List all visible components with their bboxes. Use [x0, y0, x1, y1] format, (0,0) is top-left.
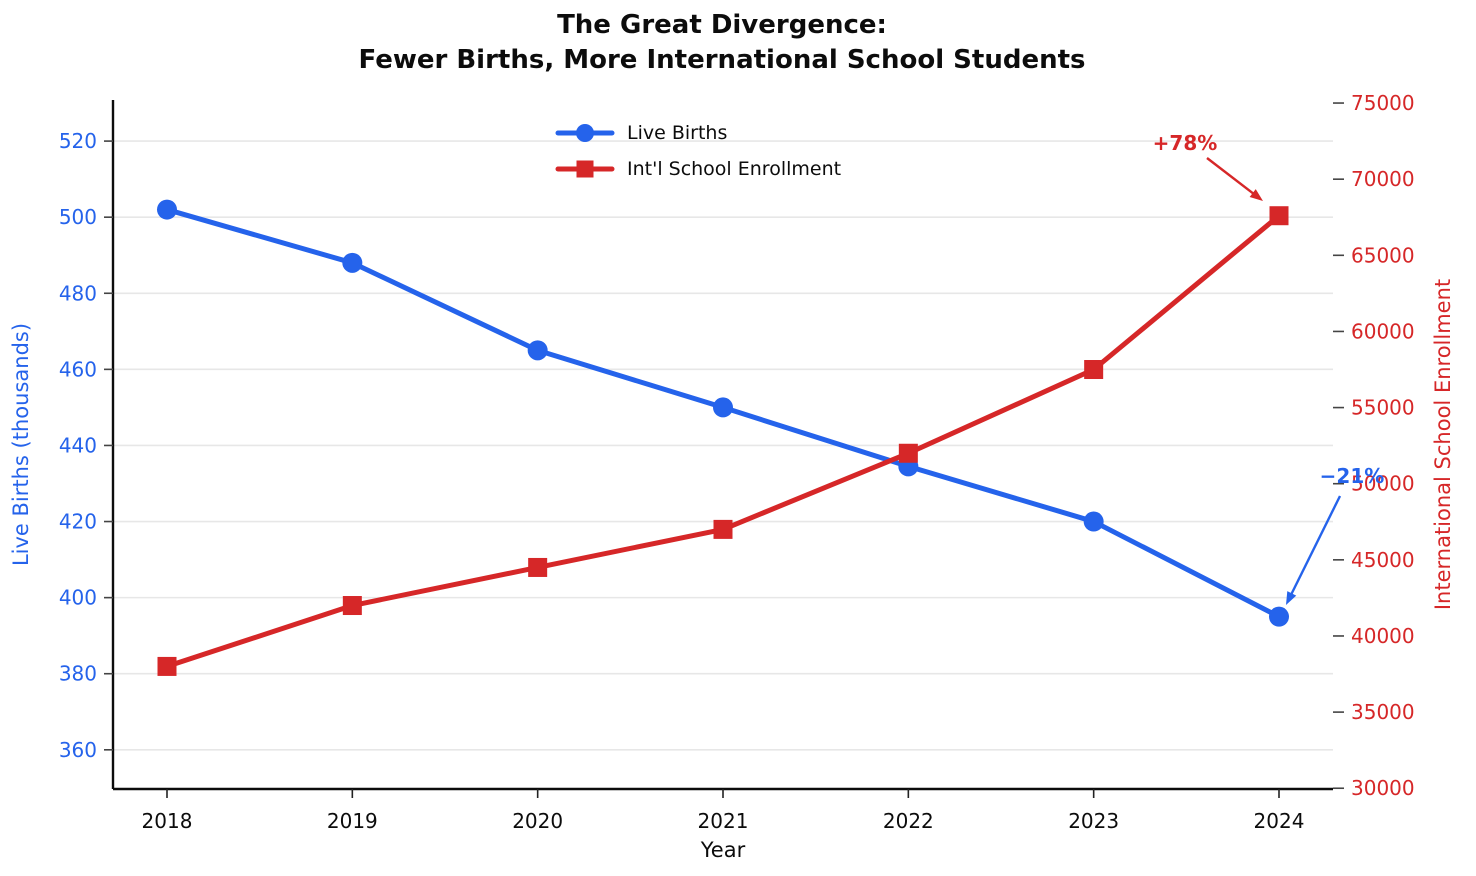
x-tick-label: 2024 — [1254, 809, 1305, 833]
annotation-text: −21% — [1320, 464, 1385, 488]
right-tick-label: 30000 — [1351, 776, 1415, 800]
right-axis-label: International School Enrollment — [1431, 279, 1455, 610]
x-axis: 2018 2019 2020 2021 2022 2023 2024 Year — [142, 789, 1305, 862]
left-tick-label: 360 — [59, 738, 97, 762]
left-tick-label: 480 — [59, 281, 97, 305]
legend: Live Births Int'l School Enrollment — [555, 122, 841, 180]
axes — [111, 100, 1333, 791]
births-series — [157, 199, 1289, 627]
right-tick-label: 50000 — [1351, 472, 1415, 496]
x-tick-label: 2020 — [512, 809, 563, 833]
left-tick-label: 420 — [59, 510, 97, 534]
right-tick-label: 60000 — [1351, 319, 1415, 343]
births-series-point — [527, 340, 548, 361]
left-axis: 360 380 400 420 440 460 480 500 520 Live Births (… — [9, 129, 113, 762]
x-tick-label: 2021 — [698, 809, 749, 833]
x-tick-label: 2023 — [1068, 809, 1119, 833]
left-axis-label: Live Births (thousands) — [9, 323, 33, 566]
right-tick-label: 40000 — [1351, 624, 1415, 648]
enrollment-series — [157, 206, 1289, 676]
annotation-enrollment-change: +78% — [1153, 131, 1263, 201]
legend-label: Int'l School Enrollment — [627, 158, 841, 180]
x-tick-label: 2022 — [883, 809, 934, 833]
legend-marker-square — [576, 160, 594, 178]
births-series-point — [342, 252, 363, 273]
right-tick-label: 70000 — [1351, 167, 1415, 191]
annotation-arrowhead — [1249, 189, 1263, 201]
left-tick-label: 520 — [59, 129, 97, 153]
annotation-arrow — [1206, 157, 1256, 196]
chart-title-line2: Fewer Births, More International School … — [358, 45, 1086, 75]
chart-title: The Great Divergence: Fewer Births, More… — [0, 8, 1444, 78]
enrollment-series-point — [898, 443, 918, 463]
enrollment-series-point — [1084, 360, 1104, 380]
enrollment-series-point — [528, 557, 548, 577]
annotation-text: +78% — [1153, 131, 1218, 155]
enrollment-series-point — [342, 596, 362, 616]
left-tick-label: 500 — [59, 205, 97, 229]
births-series-point — [1083, 511, 1104, 532]
left-tick-label: 440 — [59, 433, 97, 457]
legend-entry: Live Births — [555, 122, 727, 144]
x-tick-label: 2018 — [142, 809, 193, 833]
left-tick-label: 380 — [59, 662, 97, 686]
births-series-point — [157, 199, 177, 220]
chart-title-line1: The Great Divergence: — [557, 10, 887, 40]
enrollment-series-point — [157, 656, 177, 676]
legend-label: Live Births — [627, 122, 727, 144]
right-tick-label: 45000 — [1351, 548, 1415, 572]
annotation-arrow — [1289, 495, 1342, 596]
right-tick-label: 75000 — [1351, 91, 1415, 115]
births-series-point — [1269, 606, 1289, 627]
enrollment-series-point — [1269, 206, 1289, 226]
legend-entry: Int'l School Enrollment — [555, 158, 841, 180]
right-axis: 30000 35000 40000 45000 50000 55000 60000 65000… — [1333, 91, 1455, 800]
right-tick-label: 55000 — [1351, 396, 1415, 420]
left-tick-label: 460 — [59, 357, 97, 381]
annotation-births-change: −21% — [1286, 464, 1384, 605]
enrollment-series-line — [164, 213, 1282, 669]
annotation-arrowhead — [1286, 591, 1297, 605]
births-series-point — [713, 397, 733, 418]
right-tick-label: 35000 — [1351, 700, 1415, 724]
x-tick-label: 2019 — [327, 809, 378, 833]
right-tick-label: 65000 — [1351, 243, 1415, 267]
enrollment-series-point — [713, 519, 733, 539]
left-tick-label: 400 — [59, 586, 97, 610]
x-axis-label: Year — [700, 838, 746, 862]
legend-marker-circle — [576, 124, 594, 142]
gridlines — [113, 140, 1333, 751]
